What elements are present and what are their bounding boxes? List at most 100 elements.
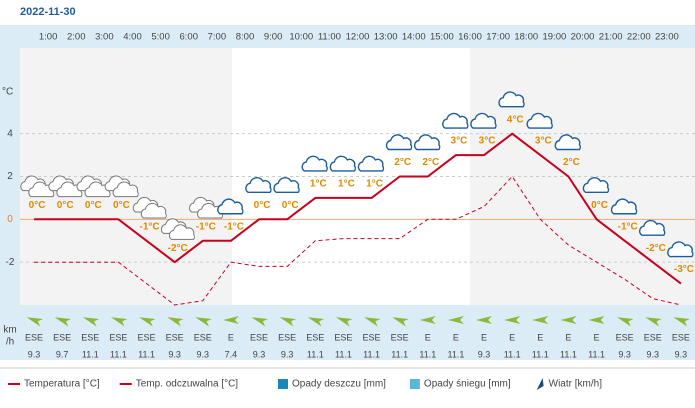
- wind-direction: E: [425, 332, 431, 342]
- wind-unit: km: [3, 325, 16, 336]
- wind-arrow-shape: [54, 317, 72, 327]
- wind-speed: 11.1: [532, 349, 549, 359]
- wind-arrow-shape: [364, 317, 381, 327]
- wind-arrow-shape: [447, 316, 464, 324]
- wind-speed: 9.3: [675, 349, 688, 359]
- temp-label: 0°C: [254, 200, 271, 211]
- weather-icon: [470, 112, 497, 129]
- hour-label: 7:00: [208, 32, 227, 43]
- wind-arrow-shape: [251, 317, 268, 327]
- weather-icon: [414, 134, 441, 151]
- hour-label: 23:00: [655, 32, 679, 43]
- wind-speed: 11.1: [82, 349, 99, 359]
- weather-icon: [56, 181, 83, 198]
- wind-direction: ESE: [53, 332, 71, 342]
- wind-speed: 9.3: [478, 349, 491, 359]
- wind-direction: E: [594, 332, 600, 342]
- weather-icon: [329, 155, 357, 172]
- y-tick-label: -2: [6, 257, 15, 268]
- wind-direction: ESE: [278, 332, 296, 342]
- hour-label: 13:00: [374, 32, 398, 43]
- wind-arrow-shape: [110, 317, 128, 327]
- wind-arrow-shape: [222, 316, 239, 324]
- wind-speed: 9.7: [56, 349, 69, 359]
- wind-direction: E: [537, 332, 543, 342]
- wind-area: [20, 305, 695, 360]
- legend-label: Opady śniegu [mm]: [424, 379, 511, 390]
- weather-icon: [498, 91, 525, 108]
- hour-label: 1:00: [39, 32, 58, 43]
- wind-arrow-shape: [617, 317, 634, 327]
- hour-label: 15:00: [430, 32, 454, 43]
- left-strip: [0, 25, 20, 360]
- wind-arrow-shape: [195, 317, 212, 327]
- temperature-line: [34, 132, 682, 285]
- wind-direction: E: [509, 332, 515, 342]
- hour-label: 2:00: [67, 32, 86, 43]
- temp-label: 3°C: [479, 136, 496, 147]
- weather-icon: [442, 112, 469, 129]
- wind-arrow: [645, 317, 662, 327]
- wind-arrow-shape: [167, 317, 184, 327]
- wind-arrow-shape: [82, 317, 100, 327]
- temp-label: 1°C: [338, 179, 355, 190]
- hour-label: 10:00: [289, 32, 313, 43]
- wind-arrow: [392, 317, 409, 327]
- hour-label: 12:00: [346, 32, 370, 43]
- wind-direction: ESE: [391, 332, 409, 342]
- wind-arrow: [532, 316, 549, 324]
- y-tick-label: 0: [7, 214, 13, 225]
- wind-arrow: [419, 316, 436, 324]
- weather-icon: [639, 219, 666, 236]
- night-shade: [470, 48, 695, 305]
- wind-direction: ESE: [138, 332, 156, 342]
- weather-icon: [385, 134, 413, 151]
- wind-arrow: [167, 317, 184, 327]
- date: 2022-11-30: [20, 6, 76, 18]
- wind-speed: 9.3: [28, 349, 41, 359]
- temp-label: 0°C: [591, 200, 608, 211]
- wind-speed: 11.1: [391, 349, 408, 359]
- wind-speed: 11.1: [419, 349, 436, 359]
- wind-direction: ESE: [25, 332, 43, 342]
- temperature-line: [34, 176, 682, 306]
- weather-icon: [667, 241, 694, 258]
- wind-speed: 11.1: [335, 349, 352, 359]
- temp-label: 0°C: [282, 200, 299, 211]
- temp-label: -2°C: [168, 243, 188, 254]
- wind-arrow: [222, 316, 239, 324]
- wind-speed: 11.1: [588, 349, 605, 359]
- weather-icon: [217, 198, 244, 215]
- temp-label: -1°C: [224, 221, 244, 232]
- temp-label: -1°C: [196, 221, 216, 232]
- wind-arrow-shape: [279, 317, 297, 327]
- wind-arrow: [560, 316, 577, 324]
- weather-icon: [610, 198, 638, 215]
- temp-label: 1°C: [366, 179, 383, 190]
- wind-speed: 11.1: [504, 349, 521, 359]
- wind-arrow: [279, 317, 297, 327]
- wind-direction: ESE: [672, 332, 690, 342]
- wind-arrow: [504, 316, 521, 324]
- wind-direction: E: [228, 332, 234, 342]
- hour-label: 14:00: [402, 32, 426, 43]
- legend-label: Wiatr [km/h]: [549, 379, 603, 390]
- hour-label: 6:00: [180, 32, 199, 43]
- y-tick-label: 2: [7, 171, 13, 182]
- wind-arrow-shape: [476, 316, 493, 324]
- temp-label: 0°C: [113, 200, 130, 211]
- wind-arrow: [617, 317, 634, 327]
- wind-arrow: [251, 317, 268, 327]
- wind-speed: 9.3: [253, 349, 266, 359]
- wind-speed: 9.3: [168, 349, 181, 359]
- wind-direction: E: [453, 332, 459, 342]
- weather-icon: [168, 224, 195, 240]
- wind-arrow: [476, 316, 493, 324]
- wind-arrow: [26, 317, 43, 327]
- temp-label: -3°C: [674, 264, 694, 275]
- legend-swatch: [409, 379, 420, 389]
- wind-arrow: [195, 317, 212, 327]
- wind-direction: ESE: [363, 332, 381, 342]
- weather-icon: [140, 202, 167, 219]
